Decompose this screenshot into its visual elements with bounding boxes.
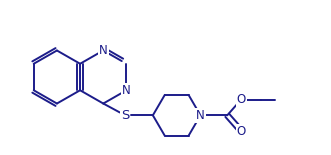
Text: O: O [237,93,246,106]
Text: N: N [122,84,131,97]
Text: S: S [121,109,129,122]
Text: N: N [99,44,108,57]
Text: O: O [237,124,246,137]
Text: N: N [196,109,205,122]
